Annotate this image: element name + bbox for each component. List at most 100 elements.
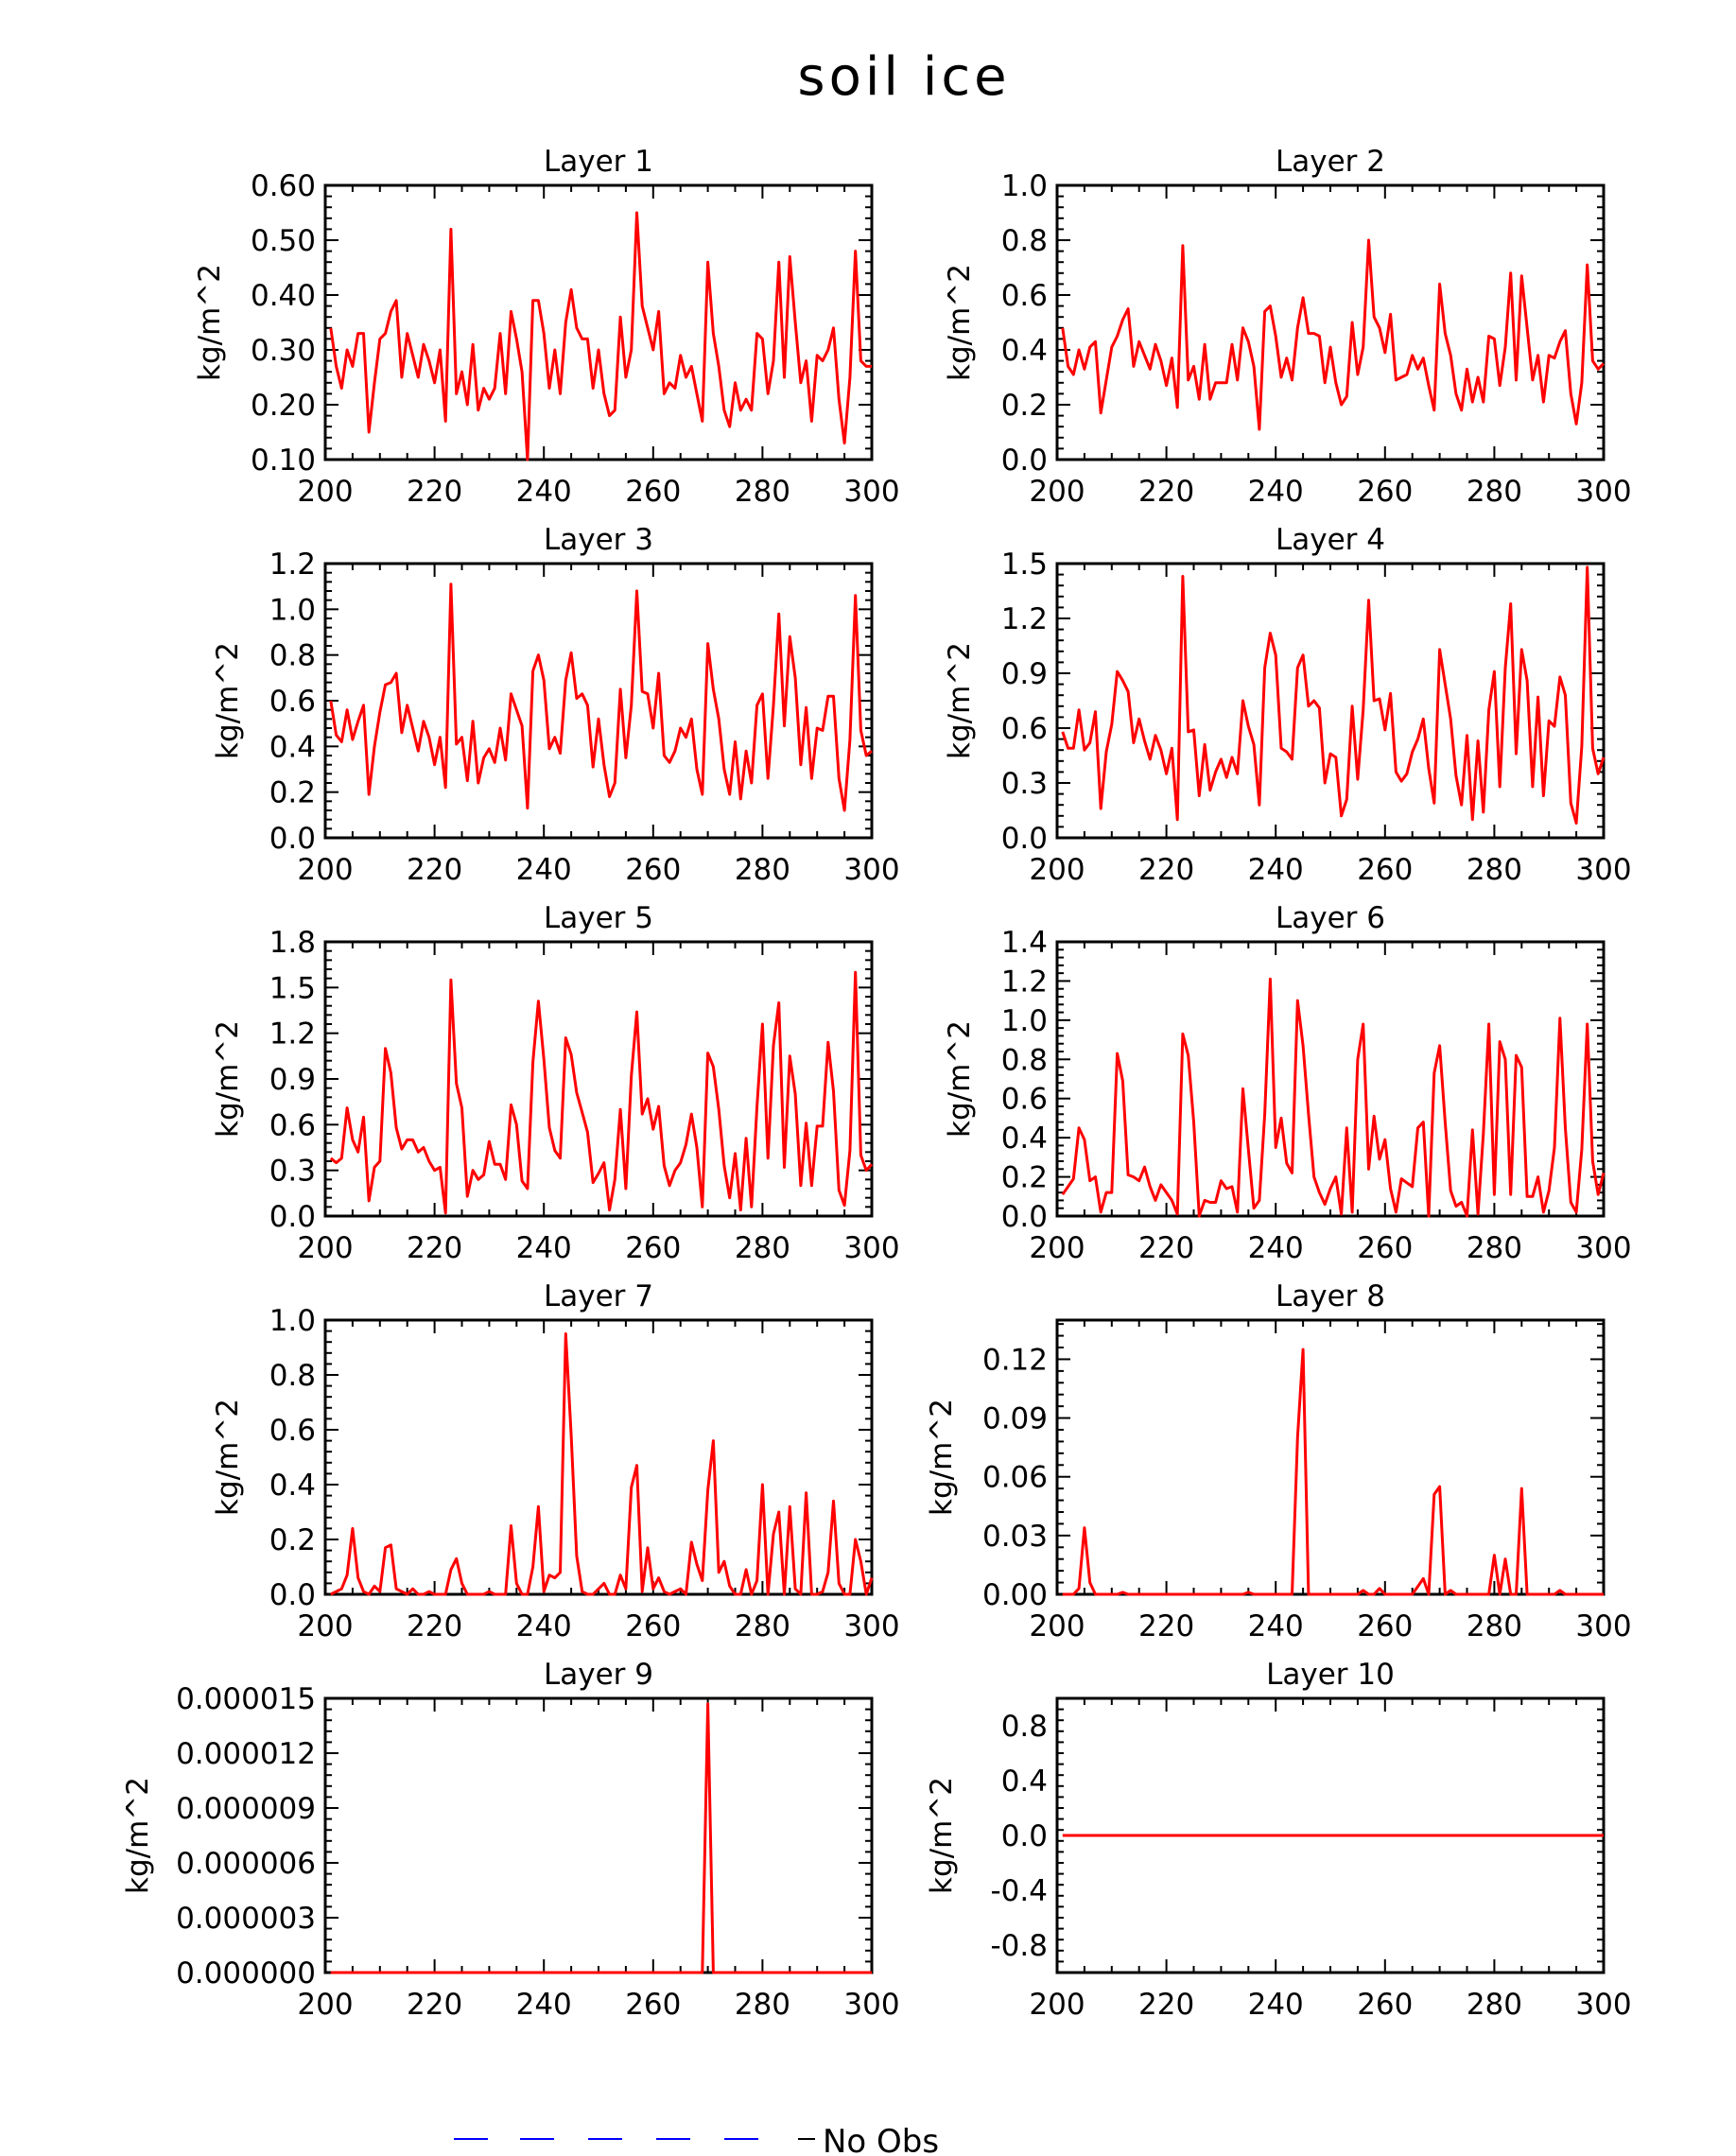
y-tick-label: 1.2 [269, 1017, 316, 1052]
panel-title: Layer 3 [544, 523, 653, 557]
x-tick-label: 240 [516, 1609, 572, 1643]
y-tick-label: 0.000015 [176, 1682, 316, 1716]
panel-title: Layer 2 [1276, 145, 1385, 179]
x-tick-label: 300 [1575, 1609, 1631, 1643]
y-tick-label: 0.0 [269, 1200, 316, 1234]
y-tick-label: 0.9 [269, 1063, 316, 1097]
x-tick-label: 260 [1357, 475, 1413, 509]
series-line [1061, 238, 1606, 431]
x-tick-label: 300 [1575, 1988, 1631, 2022]
x-tick-label: 280 [1467, 475, 1522, 509]
y-tick-label: 0.0 [1001, 1819, 1048, 1853]
y-axis-label: kg/m^2 [943, 642, 977, 759]
x-tick-label: 200 [297, 1988, 353, 2022]
plot-frame [1055, 183, 1606, 461]
x-tick-label: 200 [1029, 1231, 1085, 1265]
y-tick-label: 1.2 [1001, 965, 1048, 999]
x-tick-label: 220 [1138, 1231, 1194, 1265]
x-tick-label: 220 [1138, 1988, 1194, 2022]
y-tick-label: -0.4 [991, 1874, 1049, 1908]
x-tick-label: 280 [735, 1231, 790, 1265]
x-tick-label: 220 [1138, 475, 1194, 509]
x-tick-label: 200 [297, 1231, 353, 1265]
y-tick-label: 0.8 [269, 1359, 316, 1393]
plot-frame [1055, 562, 1606, 840]
plot-frame [1055, 1318, 1606, 1596]
legend-no-obs-label: No Obs [823, 2123, 939, 2156]
y-tick-label: 0.2 [269, 776, 316, 810]
series-line [330, 1702, 872, 1974]
y-tick-label: 0.000003 [176, 1902, 316, 1936]
x-tick-label: 220 [407, 853, 462, 887]
x-tick-label: 280 [735, 1988, 790, 2022]
y-tick-label: 0.8 [269, 639, 316, 673]
x-tick-label: 220 [407, 1609, 462, 1643]
y-tick-label: 0.50 [251, 224, 316, 258]
x-tick-label: 300 [843, 475, 899, 509]
x-tick-label: 280 [735, 475, 790, 509]
y-tick-label: 0.000009 [176, 1792, 316, 1826]
panel-title: Layer 7 [544, 1279, 653, 1313]
x-tick-label: 280 [1467, 1988, 1522, 2022]
x-tick-label: 280 [1467, 1609, 1522, 1643]
chart-panel-6: Layer 6 200 220 240 260 280 300 0.0 0.2 0.4 0.6 0.8… [943, 901, 1632, 1265]
series-line [1061, 565, 1606, 825]
x-tick-label: 200 [1029, 475, 1085, 509]
y-tick-label: 1.0 [1001, 169, 1048, 203]
y-tick-label: 0.8 [1001, 1710, 1048, 1744]
y-axis-label: kg/m^2 [193, 264, 227, 381]
plot-frame [323, 1318, 874, 1596]
y-tick-label: 0.10 [251, 443, 316, 478]
chart-panel-5: Layer 5 200 220 240 260 280 300 0.0 0.3 0.6 0.9 1.2… [211, 901, 900, 1265]
y-tick-label: 0.6 [269, 685, 316, 719]
figure-title: soil ice [797, 46, 1010, 108]
x-tick-label: 240 [516, 853, 572, 887]
y-tick-label: 0.6 [1001, 1083, 1048, 1117]
y-tick-label: 1.0 [1001, 1004, 1048, 1038]
plot-frame [323, 183, 874, 461]
y-tick-label: -0.8 [991, 1929, 1049, 1963]
x-tick-label: 220 [407, 1988, 462, 2022]
chart-panel-10: Layer 10 200 220 240 260 280 300 -0.8 -0.4 0.0 0.4… [925, 1658, 1632, 2022]
y-tick-label: 0.2 [1001, 389, 1048, 423]
y-tick-label: 0.000006 [176, 1847, 316, 1881]
panel-title: Layer 6 [1276, 901, 1385, 935]
x-tick-label: 300 [843, 1988, 899, 2022]
y-tick-label: 0.6 [269, 1108, 316, 1142]
x-tick-label: 300 [843, 853, 899, 887]
y-tick-label: 0.4 [1001, 1765, 1048, 1799]
chart-panels: Layer 1 200 220 240 260 280 300 0.10 0.20 0.30 0.4… [121, 145, 1632, 2022]
chart-panel-4: Layer 4 200 220 240 260 280 300 0.0 0.3 0.6 0.9 1.2… [943, 523, 1632, 887]
x-tick-label: 240 [1248, 853, 1304, 887]
y-axis-label: kg/m^2 [211, 1399, 245, 1516]
x-tick-label: 260 [1357, 853, 1413, 887]
panel-title: Layer 4 [1276, 523, 1385, 557]
y-tick-label: 1.2 [1001, 602, 1048, 636]
x-tick-label: 200 [1029, 1988, 1085, 2022]
x-tick-label: 280 [1467, 1231, 1522, 1265]
x-tick-label: 300 [1575, 853, 1631, 887]
plot-frame [323, 562, 874, 840]
x-tick-label: 260 [1357, 1231, 1413, 1265]
y-tick-label: 0.20 [251, 389, 316, 423]
y-tick-label: 0.2 [269, 1523, 316, 1557]
y-tick-label: 0.00 [982, 1578, 1048, 1612]
x-tick-label: 260 [625, 1231, 681, 1265]
y-tick-label: 0.0 [1001, 822, 1048, 856]
y-tick-label: 0.0 [1001, 443, 1048, 478]
x-tick-label: 240 [516, 1988, 572, 2022]
x-tick-label: 300 [843, 1231, 899, 1265]
x-tick-label: 260 [625, 1988, 681, 2022]
y-tick-label: 0.4 [269, 1469, 316, 1503]
y-tick-label: 0.30 [251, 334, 316, 368]
x-tick-label: 280 [735, 1609, 790, 1643]
chart-panel-9: Layer 9 200 220 240 260 280 300 0.000000 0.00000… [121, 1658, 900, 2022]
y-axis-label: kg/m^2 [121, 1777, 155, 1894]
x-tick-label: 260 [1357, 1988, 1413, 2022]
panel-title: Layer 9 [544, 1658, 653, 1692]
y-tick-label: 0.6 [1001, 712, 1048, 746]
legend: No Obs [454, 2123, 939, 2156]
y-tick-label: 0.4 [1001, 1121, 1048, 1156]
series-line [1062, 1348, 1604, 1596]
